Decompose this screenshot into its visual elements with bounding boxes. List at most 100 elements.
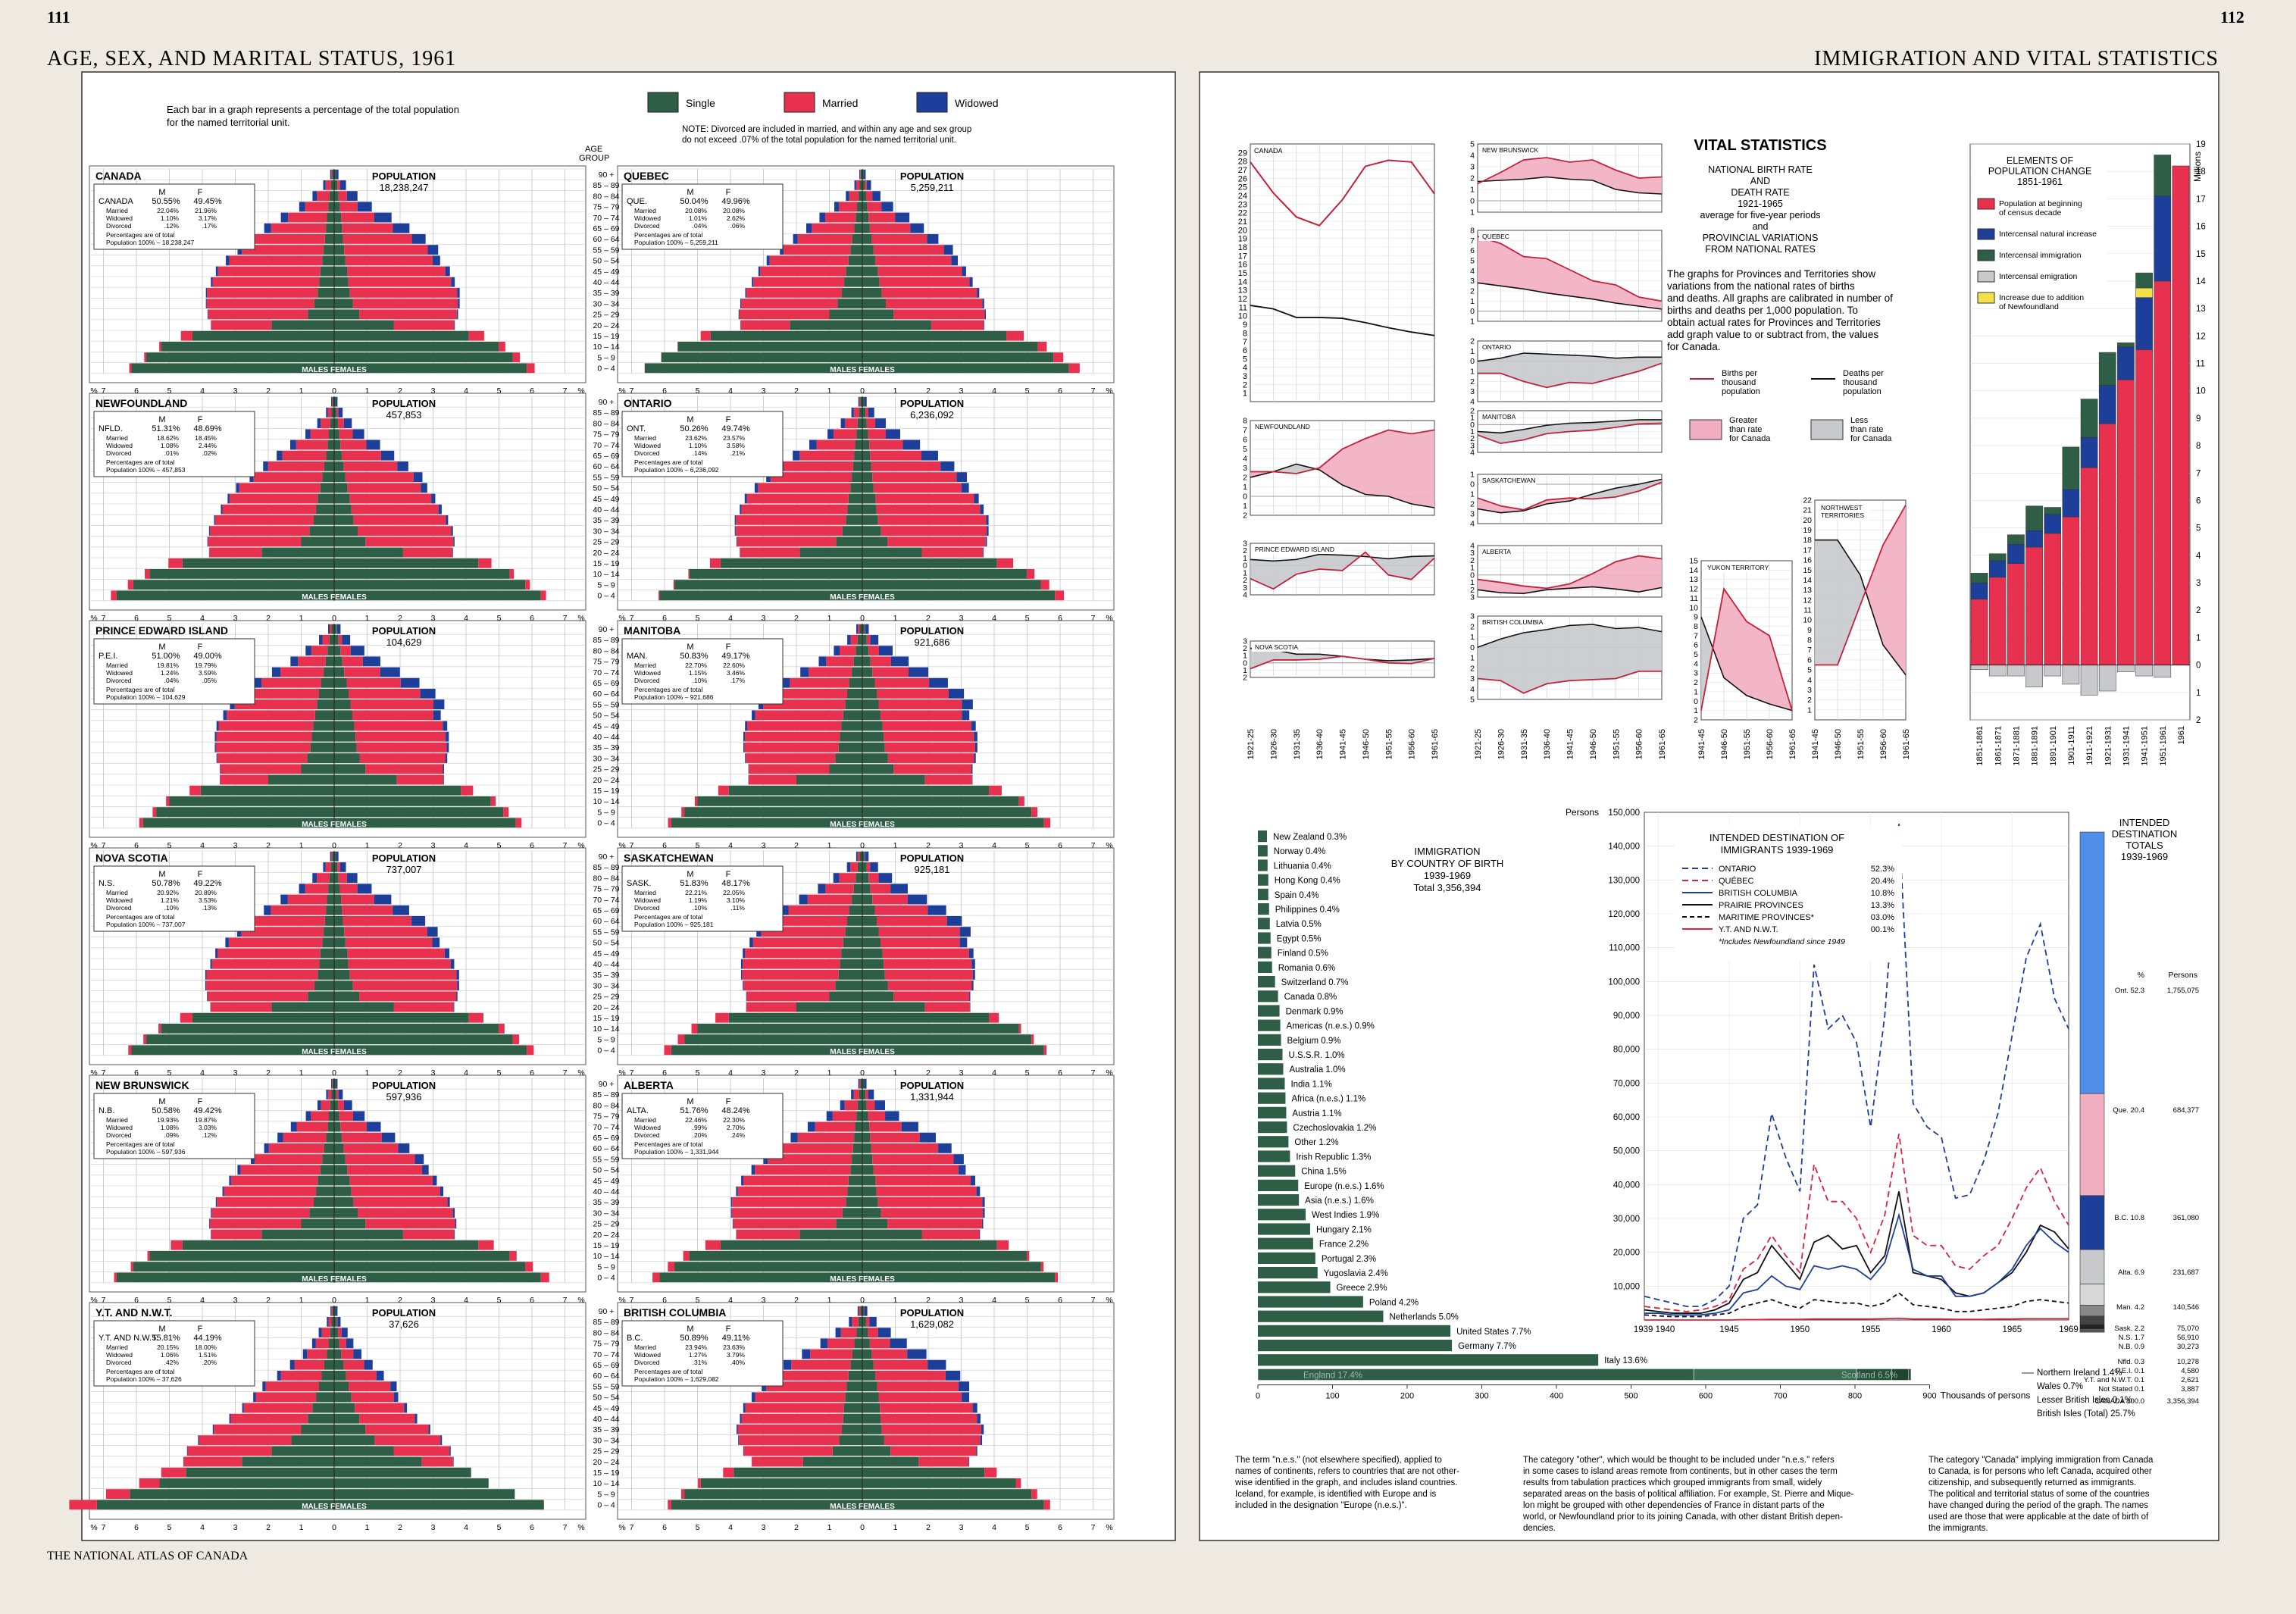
bar-female-widowed [453,1002,455,1012]
province-ytick: 0 [1470,643,1475,652]
bar-base [2154,280,2172,665]
bar-male-single [850,1359,862,1370]
period-label: 1941-45 [1566,729,1575,759]
bar-male-single [332,396,334,407]
bar-female-single [862,569,1027,579]
bar-base [2025,546,2043,665]
bar-male-widowed [736,1186,738,1196]
axis-tick: 3 [959,386,964,396]
bar-female-widowed [446,743,449,752]
variation-area [1569,422,1593,432]
decade-label: 1961 [2177,726,2186,744]
stats-abbr: NFLD. [99,424,123,433]
bar-female-widowed [901,1121,918,1132]
males-females-label: MALES FEMALES [302,1048,367,1056]
bar-male-single [700,1478,862,1488]
bar-male-single [131,1045,334,1056]
bar-female-widowed [336,851,339,862]
age-group-label: 15 – 19 [593,1241,619,1250]
bar-female-widowed [374,894,392,905]
bar-male-married [668,818,671,828]
stats-m-pct: 50.78% [152,879,180,888]
stats-row-m: 1.27% [689,1351,708,1359]
bar-female-single [334,493,350,504]
bar-female-single [334,439,341,450]
bar-male-single [849,677,862,688]
stats-row-m: 1.01% [689,214,708,222]
axis-tick: 7 [630,386,634,396]
province-name: NEW BRUNSWICK [1482,146,1538,154]
bar-male-single [261,547,334,558]
country-label: Portugal 2.3% [1322,1255,1376,1264]
bar-male-married [743,1175,849,1186]
stats-row-m: .10% [164,904,180,912]
bar-male-single [802,1456,862,1467]
age-group-label: 65 – 69 [593,679,619,688]
bar-male-married [755,1392,846,1403]
bar-female-single [862,646,869,655]
bar-male-widowed [847,635,851,645]
destination-section: Persons 150,000140,000130,000120,000110,0… [1566,807,2079,1334]
birth-rate-line [1250,551,1435,590]
province-ytick: 3 [1470,277,1475,286]
period-label: 1961-65 [1431,729,1440,759]
stats-row-m: .01% [164,449,180,457]
bar-male-widowed [840,1100,845,1110]
stats-box [93,1320,255,1387]
yukon-ytick: 0 [1694,697,1698,706]
axis-tick: 2 [794,1523,799,1532]
bar-male-married [296,1121,328,1132]
bar-female-single [334,580,526,590]
province-ytick: 1 [1470,208,1475,217]
bar-female-single [334,590,541,601]
province-ytick: 5 [1470,696,1475,705]
bar-male-widowed [743,1446,744,1456]
axis-tick: 1 [893,1296,898,1305]
bar-female-single [862,1024,1019,1034]
bar-male-married [215,743,311,752]
bar-female-widowed [336,396,338,407]
bar-female-widowed [336,169,339,180]
bar-male-widowed [289,1359,295,1370]
bar-male-single [848,255,862,266]
axis-tick: 5 [696,1068,700,1078]
axis-tick: 5 [497,614,502,623]
bar-male-married [815,1121,856,1132]
bar-female-widowed [451,526,453,536]
decade-label: 1921-1931 [2104,726,2113,766]
footer-credit: THE NATIONAL ATLAS OF CANADA [47,1550,249,1562]
axis-tick: 5 [696,841,700,850]
stats-row-m: 23.94% [685,1343,707,1351]
stats-row-f: 3.46% [727,669,746,677]
bar-female-married [339,429,353,439]
dest-ytick: 40,000 [1613,1181,1640,1190]
bar-female-single [334,330,469,341]
stats-f-pct: 48.24% [721,1106,750,1115]
bar-male-married [799,450,855,461]
bar-female-married [878,699,962,709]
axis-tick: 0 [860,1523,865,1532]
bar-male-married [755,1165,851,1175]
yukon-period: 1946-50 [1720,729,1729,759]
stats-row-label: Married [106,889,128,896]
bar-male-married [267,461,324,471]
bar-female-widowed [411,234,426,244]
yukon-period: 1941-45 [1697,729,1706,759]
dest-ylabel: Persons [1566,807,1599,818]
dest-ytick: 50,000 [1613,1147,1640,1156]
vital-subtitle: FROM NATIONAL RATES [1705,244,1816,255]
popchange-ytick: 13 [2196,305,2206,314]
bar-female-widowed [420,689,436,699]
bar-female-widowed [977,1413,981,1424]
stats-row-f: .17% [202,222,217,230]
canada-ytick: 13 [1238,286,1247,296]
bar-female-married [345,1154,415,1164]
stats-f-pct: 49.11% [722,1334,750,1343]
bar-female-single [862,169,865,180]
axis-tick: 3 [431,1068,436,1078]
axis-tick: 2 [266,841,271,850]
bar-male-single [671,818,862,828]
males-females-label: MALES FEMALES [830,1275,895,1284]
country-label: Philippines 0.4% [1275,906,1340,915]
